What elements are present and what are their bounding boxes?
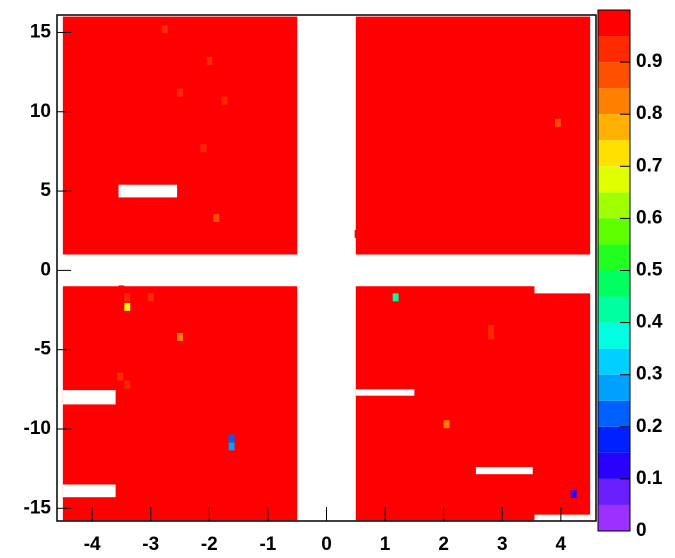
cell — [392, 293, 399, 302]
cell — [488, 331, 495, 340]
z-tick-label: 0.8 — [636, 103, 662, 124]
y-tick-label: 10 — [30, 101, 51, 122]
palette-step — [598, 88, 630, 115]
x-tick-label: 2 — [438, 534, 449, 555]
block — [355, 286, 591, 521]
cell — [554, 118, 561, 127]
cell — [177, 333, 183, 341]
x-tick-label: -2 — [201, 534, 218, 555]
cell — [496, 490, 503, 498]
y-tick-label: -15 — [24, 497, 52, 518]
z-tick-label: 0.9 — [636, 51, 662, 72]
cell — [504, 229, 510, 238]
palette-step — [598, 478, 630, 505]
cell — [206, 57, 213, 65]
y-tick-label: -5 — [34, 339, 51, 360]
z-tick-label: 0.6 — [636, 207, 662, 228]
cell — [547, 118, 554, 127]
cell — [228, 434, 235, 443]
x-tick-label: -4 — [84, 534, 101, 555]
cell — [177, 88, 183, 97]
z-tick-label: 0.4 — [636, 312, 663, 333]
cell — [140, 356, 147, 365]
empty-region — [475, 467, 533, 475]
empty-region — [62, 390, 116, 405]
cell — [354, 229, 361, 238]
cell — [131, 380, 138, 389]
x-tick-label: -3 — [142, 534, 159, 555]
cell — [124, 380, 131, 389]
palette-step — [598, 504, 630, 531]
x-tick-label: 3 — [497, 534, 508, 555]
palette-step — [598, 426, 630, 453]
x-tick-label: 1 — [380, 534, 391, 555]
palette-step — [598, 452, 630, 479]
empty-region — [62, 484, 116, 498]
z-tick-label: 0.5 — [636, 260, 663, 281]
cell — [147, 293, 154, 302]
cell — [124, 302, 131, 311]
cell — [110, 143, 117, 152]
cell — [562, 325, 569, 334]
y-tick-label: 0 — [40, 259, 51, 280]
palette-step — [598, 270, 630, 297]
palette-step — [598, 62, 630, 89]
cell — [191, 410, 198, 419]
plot-area — [62, 16, 591, 521]
cell — [124, 293, 131, 302]
palette-step — [598, 348, 630, 375]
z-tick-label: 0.2 — [636, 416, 662, 437]
palette-step — [598, 244, 630, 271]
z-tick-label: 0 — [636, 520, 647, 541]
palette-step — [598, 192, 630, 219]
cell — [213, 214, 220, 222]
cell — [228, 442, 235, 451]
z-tick-label: 0.3 — [636, 364, 662, 385]
palette-step — [598, 374, 630, 401]
cell — [258, 467, 265, 476]
empty-region — [534, 285, 591, 294]
y-tick-label: 5 — [40, 180, 51, 201]
cell — [488, 325, 495, 334]
cell — [133, 475, 140, 484]
cell — [228, 426, 235, 435]
empty-region — [118, 184, 178, 198]
palette-step — [598, 296, 630, 323]
cell — [118, 285, 125, 294]
block — [62, 16, 298, 255]
empty-region — [355, 389, 415, 396]
x-tick-label: 0 — [321, 534, 332, 555]
palette-step — [598, 166, 630, 193]
palette-step — [598, 140, 630, 167]
cell — [443, 420, 450, 429]
palette-step — [598, 218, 630, 245]
block — [355, 16, 591, 255]
z-tick-label: 0.1 — [636, 468, 663, 489]
palette-step — [598, 36, 630, 63]
y-tick-label: 15 — [30, 21, 52, 42]
cell — [161, 25, 168, 34]
axes: -4 -3 -2 -1 0 1 2 3 4-15-10-505101500.10.20.30.4… — [24, 9, 663, 555]
cell — [570, 490, 577, 498]
palette-step — [598, 10, 630, 37]
palette-step — [598, 114, 630, 141]
y-tick-label: -10 — [24, 418, 51, 439]
empty-region — [534, 514, 591, 521]
frame — [56, 14, 597, 522]
x-tick-label: 4 — [556, 534, 567, 555]
palette-step — [598, 400, 630, 427]
z-tick-label: 0.7 — [636, 155, 662, 176]
palette-step — [598, 322, 630, 349]
cell — [117, 372, 124, 381]
cell — [200, 144, 207, 153]
x-tick-label: -1 — [259, 534, 276, 555]
cell — [221, 96, 228, 105]
